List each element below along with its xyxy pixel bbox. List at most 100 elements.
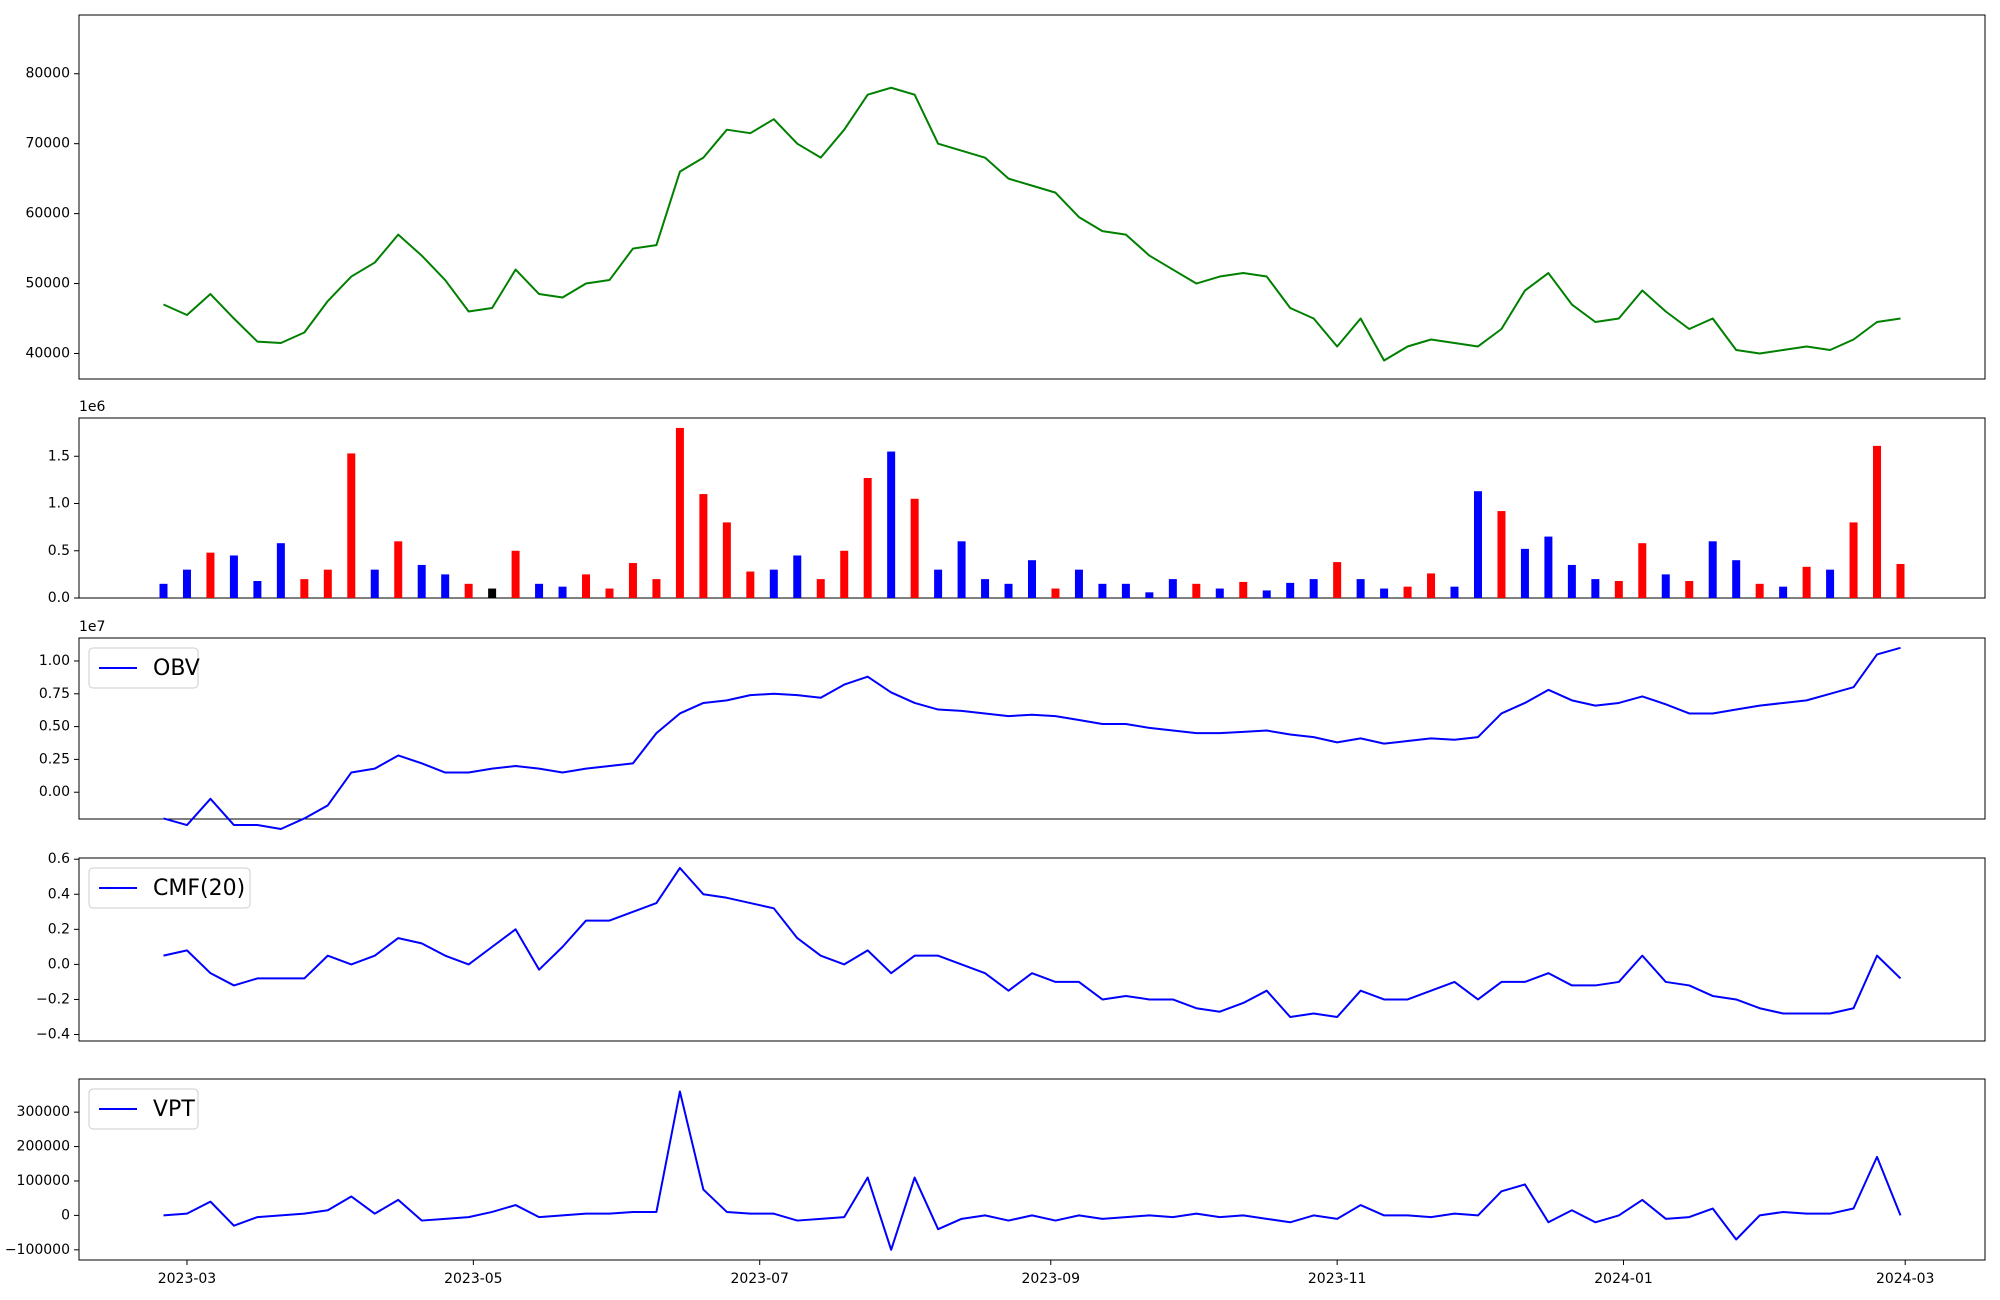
- volume-bar: [1614, 580, 1623, 598]
- volume-bar: [441, 574, 450, 598]
- y-tick-label: −100000: [5, 1242, 70, 1258]
- legend-label: CMF(20): [153, 876, 245, 901]
- y-tick-label: 40000: [25, 345, 70, 361]
- x-tick-label: 2023-05: [444, 1271, 503, 1287]
- y-tick-label: 200000: [17, 1139, 70, 1155]
- y-tick-label: 0.75: [39, 686, 70, 702]
- volume-bar: [863, 478, 872, 598]
- legend-box: [88, 1088, 199, 1130]
- volume-bar: [1849, 522, 1858, 598]
- volume-bar: [582, 574, 591, 598]
- volume-bar: [1497, 511, 1506, 598]
- volume-bar: [1286, 582, 1295, 598]
- legend-box: [88, 647, 199, 689]
- volume-bar: [182, 569, 191, 598]
- price-line: [163, 86, 1901, 362]
- y-tick-label: 70000: [25, 136, 70, 152]
- offset-label: 1e6: [79, 399, 106, 415]
- volume-bar: [1121, 583, 1130, 598]
- volume-bar: [1520, 548, 1529, 598]
- volume-bar: [675, 427, 684, 598]
- x-tick-label: 2024-01: [1594, 1271, 1653, 1287]
- axes-frame: [78, 1078, 1986, 1261]
- volume-bar: [816, 579, 825, 598]
- y-tick-label: 0.25: [39, 751, 70, 767]
- volume-bar: [840, 550, 849, 598]
- volume-bar: [159, 583, 168, 598]
- y-tick-label: 300000: [17, 1104, 70, 1120]
- volume-bar: [981, 579, 990, 598]
- volume-bar: [1333, 562, 1342, 598]
- volume-bar: [347, 453, 356, 598]
- volume-bar: [1450, 586, 1459, 598]
- offset-label: 1e7: [79, 619, 105, 635]
- volume-bar: [1309, 579, 1318, 598]
- indicator-line: [163, 866, 1902, 1018]
- volume-bar: [300, 579, 309, 598]
- volume-bar: [1661, 574, 1670, 598]
- volume-bar: [1802, 566, 1811, 598]
- volume-bar: [1004, 583, 1013, 598]
- y-tick-label: 50000: [25, 276, 70, 292]
- volume-bar: [1403, 586, 1412, 598]
- volume-bar: [699, 494, 708, 598]
- y-tick-label: −0.2: [36, 991, 70, 1007]
- y-tick-label: 0.5: [48, 543, 70, 559]
- volume-bar: [1380, 588, 1389, 598]
- volume-bar: [746, 571, 755, 598]
- volume-bar: [323, 569, 332, 598]
- x-tick-label: 2023-07: [730, 1271, 789, 1287]
- y-tick-label: 0: [61, 1207, 70, 1223]
- volume-bar: [1826, 569, 1835, 598]
- volume-bar: [1567, 564, 1576, 598]
- volume-bar: [1873, 445, 1882, 598]
- volume-bar: [769, 569, 778, 598]
- volume-bar: [1051, 588, 1060, 598]
- volume-bar: [1473, 491, 1482, 598]
- volume-bar: [535, 583, 544, 598]
- volume-bar: [793, 555, 802, 598]
- volume-bar: [488, 588, 497, 598]
- volume-bar: [1239, 581, 1248, 598]
- y-tick-label: 80000: [25, 66, 70, 82]
- legend-box: [88, 867, 251, 909]
- y-tick-label: 0.00: [39, 784, 70, 800]
- volume-bar: [229, 555, 238, 598]
- y-tick-label: 0.0: [48, 956, 70, 972]
- y-tick-label: 0.6: [48, 851, 70, 867]
- volume-bar: [722, 522, 731, 598]
- volume-bar: [394, 541, 403, 598]
- y-tick-label: 0.4: [48, 886, 70, 902]
- volume-bar: [1779, 586, 1788, 598]
- volume-bar: [1544, 536, 1553, 598]
- volume-bar: [1427, 573, 1436, 598]
- volume-bar: [910, 498, 919, 598]
- x-tick-label: 2023-03: [158, 1271, 217, 1287]
- volume-bar: [511, 550, 520, 598]
- volume-bar: [1896, 563, 1905, 598]
- volume-bar: [957, 541, 966, 598]
- volume-bar: [1168, 579, 1177, 598]
- volume-bar: [1145, 592, 1154, 598]
- y-tick-label: −0.4: [36, 1027, 70, 1043]
- y-tick-label: 100000: [17, 1173, 70, 1189]
- x-tick-label: 2023-11: [1308, 1271, 1367, 1287]
- y-tick-label: 0.0: [48, 590, 70, 606]
- volume-bar: [1356, 579, 1365, 598]
- volume-bar: [253, 580, 262, 598]
- volume-bar: [1685, 580, 1694, 598]
- volume-bar: [934, 569, 943, 598]
- volume-bar: [1755, 583, 1764, 598]
- volume-bar: [1028, 560, 1036, 598]
- volume-bar: [206, 552, 215, 598]
- volume-bar: [628, 563, 637, 598]
- legend-label: VPT: [153, 1097, 195, 1122]
- volume-bar: [1638, 543, 1647, 598]
- volume-bar: [1732, 560, 1741, 598]
- legend-label: OBV: [153, 656, 200, 681]
- axes-frame: [78, 14, 1986, 380]
- y-tick-label: 0.2: [48, 921, 70, 937]
- volume-bar: [1591, 579, 1600, 598]
- volume-bar: [370, 569, 379, 598]
